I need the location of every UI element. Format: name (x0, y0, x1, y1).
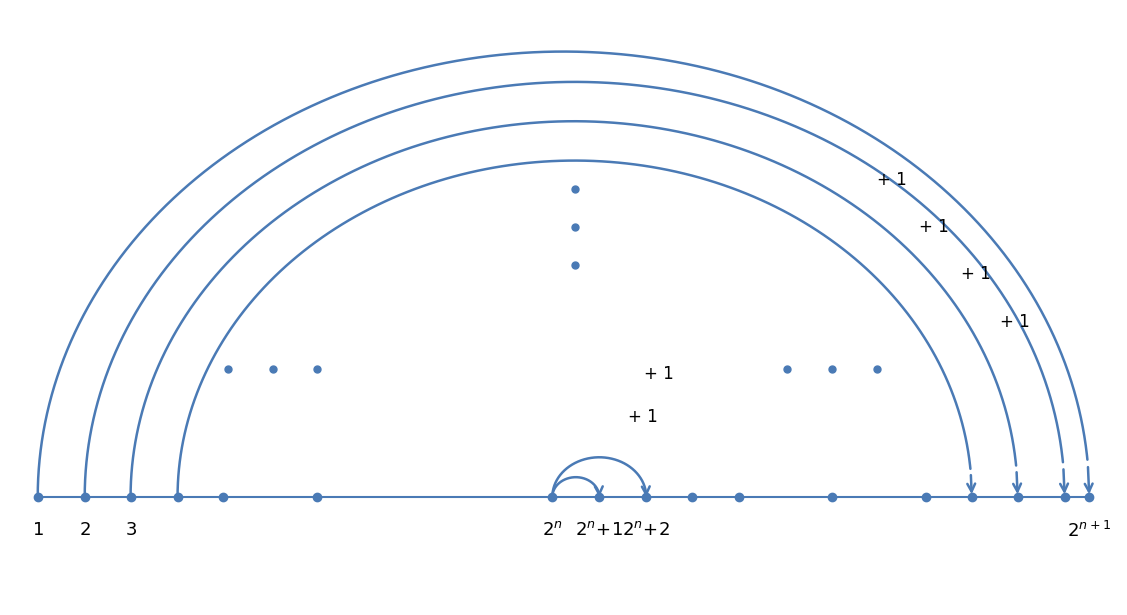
Text: $3$: $3$ (125, 521, 136, 539)
Text: + 1: + 1 (1000, 312, 1030, 331)
Text: + 1: + 1 (644, 365, 674, 383)
Text: + 1: + 1 (960, 265, 991, 284)
Text: $2^n\!+\!1$: $2^n\!+\!1$ (575, 521, 623, 539)
Text: + 1: + 1 (877, 170, 906, 189)
Text: + 1: + 1 (920, 218, 949, 236)
Text: $1$: $1$ (32, 521, 44, 539)
Text: $2^{n+1}$: $2^{n+1}$ (1067, 521, 1111, 541)
Text: + 1: + 1 (629, 408, 658, 426)
Text: $2^n\!+\!2$: $2^n\!+\!2$ (622, 521, 671, 539)
Text: $2$: $2$ (79, 521, 90, 539)
Text: $2^n$: $2^n$ (542, 521, 562, 539)
